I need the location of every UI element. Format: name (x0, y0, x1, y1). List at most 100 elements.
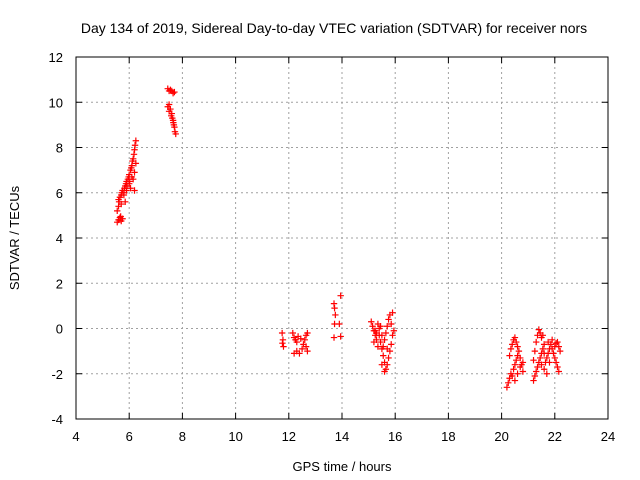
data-point-plus-marker (513, 356, 520, 364)
data-point-plus-marker (132, 160, 140, 167)
data-point-plus-marker (168, 112, 175, 120)
x-tick-label: 8 (179, 429, 186, 444)
axis-ticks (75, 56, 609, 420)
data-point-plus-marker (517, 363, 524, 371)
data-point-plus-marker (118, 200, 125, 208)
data-point-plus-marker (514, 343, 521, 350)
data-point-plus-marker (385, 316, 392, 323)
data-point-plus-marker (389, 309, 396, 316)
data-point-plus-marker (167, 105, 174, 113)
data-point-plus-marker (531, 372, 539, 380)
x-tick-label: 20 (494, 429, 508, 444)
y-tick-labels: -4 -2 0 2 4 6 8 10 12 (49, 50, 63, 427)
data-point-plus-marker (167, 86, 174, 94)
data-point-plus-marker (514, 370, 521, 377)
x-tick-label: 16 (388, 429, 402, 444)
data-point-plus-marker (506, 352, 513, 359)
data-point-plus-marker (280, 343, 287, 350)
data-point-plus-marker (304, 347, 311, 355)
data-point-plus-marker (532, 338, 540, 346)
data-point-plus-marker (131, 142, 139, 149)
data-point-plus-marker (509, 341, 516, 348)
data-point-plus-marker (336, 320, 343, 328)
data-point-plus-marker (384, 323, 391, 330)
data-point-plus-marker (519, 359, 527, 366)
data-point-plus-marker (126, 180, 133, 187)
data-point-plus-marker (368, 318, 375, 325)
data-point-plus-marker (115, 196, 122, 203)
x-tick-labels: 4 6 8 10 12 14 16 18 20 22 24 (72, 429, 615, 444)
data-point-plus-marker (132, 137, 140, 144)
data-point-plus-marker (129, 155, 137, 163)
chart-title: Day 134 of 2019, Sidereal Day-to-day VTE… (81, 20, 587, 36)
data-point-plus-marker (296, 350, 303, 357)
data-point-plus-marker (123, 187, 130, 194)
y-tick-label: 10 (49, 95, 63, 110)
data-point-plus-marker (337, 333, 344, 340)
data-point-plus-marker (535, 326, 543, 333)
data-point-plus-marker (390, 327, 398, 334)
data-point-plus-marker (388, 320, 395, 328)
data-point-plus-marker (294, 333, 302, 340)
x-tick-label: 6 (126, 429, 133, 444)
data-point-plus-marker (534, 363, 541, 371)
data-point-plus-marker (302, 343, 310, 350)
x-tick-label: 18 (441, 429, 455, 444)
x-tick-label: 22 (548, 429, 562, 444)
data-point-plus-marker (540, 350, 548, 357)
data-point-plus-marker (380, 343, 387, 350)
x-tick-label: 12 (282, 429, 296, 444)
y-axis-label: SDTVAR / TECUs (7, 185, 22, 290)
data-point-plus-marker (389, 332, 396, 339)
data-point-plus-marker (538, 361, 545, 368)
data-point-plus-marker (131, 169, 138, 176)
data-point-plus-marker (551, 354, 558, 362)
data-point-plus-marker (532, 368, 540, 375)
data-point-plus-marker (117, 213, 124, 220)
data-point-plus-marker (510, 366, 517, 373)
data-point-plus-marker (510, 336, 517, 344)
data-point-plus-marker (380, 352, 387, 359)
data-point-plus-marker (278, 329, 286, 337)
data-point-plus-marker (114, 207, 121, 215)
data-point-plus-marker (509, 372, 516, 380)
data-point-plus-marker (503, 384, 511, 391)
y-tick-label: 4 (56, 231, 63, 246)
data-point-plus-marker (543, 354, 551, 362)
data-point-plus-marker (378, 332, 386, 339)
data-point-plus-marker (515, 347, 523, 355)
data-point-plus-marker (170, 119, 177, 126)
data-point-plus-marker (548, 336, 556, 344)
data-point-plus-marker (555, 368, 562, 375)
data-point-plus-marker (172, 130, 179, 138)
y-tick-label: 0 (56, 322, 63, 337)
data-point-plus-marker (289, 329, 296, 337)
data-point-plus-marker (507, 345, 515, 353)
data-point-plus-marker (556, 347, 564, 355)
x-tick-label: 10 (228, 429, 242, 444)
data-point-plus-marker (331, 304, 338, 312)
data-point-plus-marker (554, 338, 561, 346)
data-point-plus-marker (127, 185, 134, 192)
y-tick-label: -2 (51, 367, 63, 382)
data-point-plus-marker (540, 366, 548, 373)
data-point-plus-marker (530, 356, 537, 364)
data-point-plus-marker (552, 340, 560, 347)
data-point-plus-marker (304, 329, 311, 337)
data-point-plus-marker (381, 368, 388, 375)
data-point-plus-marker (554, 363, 561, 371)
data-point-plus-marker (293, 338, 300, 346)
data-point-plus-marker (373, 329, 380, 337)
data-point-plus-marker (165, 101, 173, 108)
y-tick-label: 2 (56, 276, 63, 291)
data-point-plus-marker (530, 377, 537, 384)
data-point-plus-marker (330, 334, 338, 341)
x-tick-label: 4 (72, 429, 79, 444)
data-point-plus-marker (332, 311, 339, 319)
x-axis-label: GPS time / hours (293, 459, 392, 474)
data-point-plus-marker (376, 325, 383, 332)
data-point-plus-marker (384, 345, 391, 353)
data-point-plus-marker (131, 187, 138, 194)
data-point-plus-marker (543, 370, 551, 377)
